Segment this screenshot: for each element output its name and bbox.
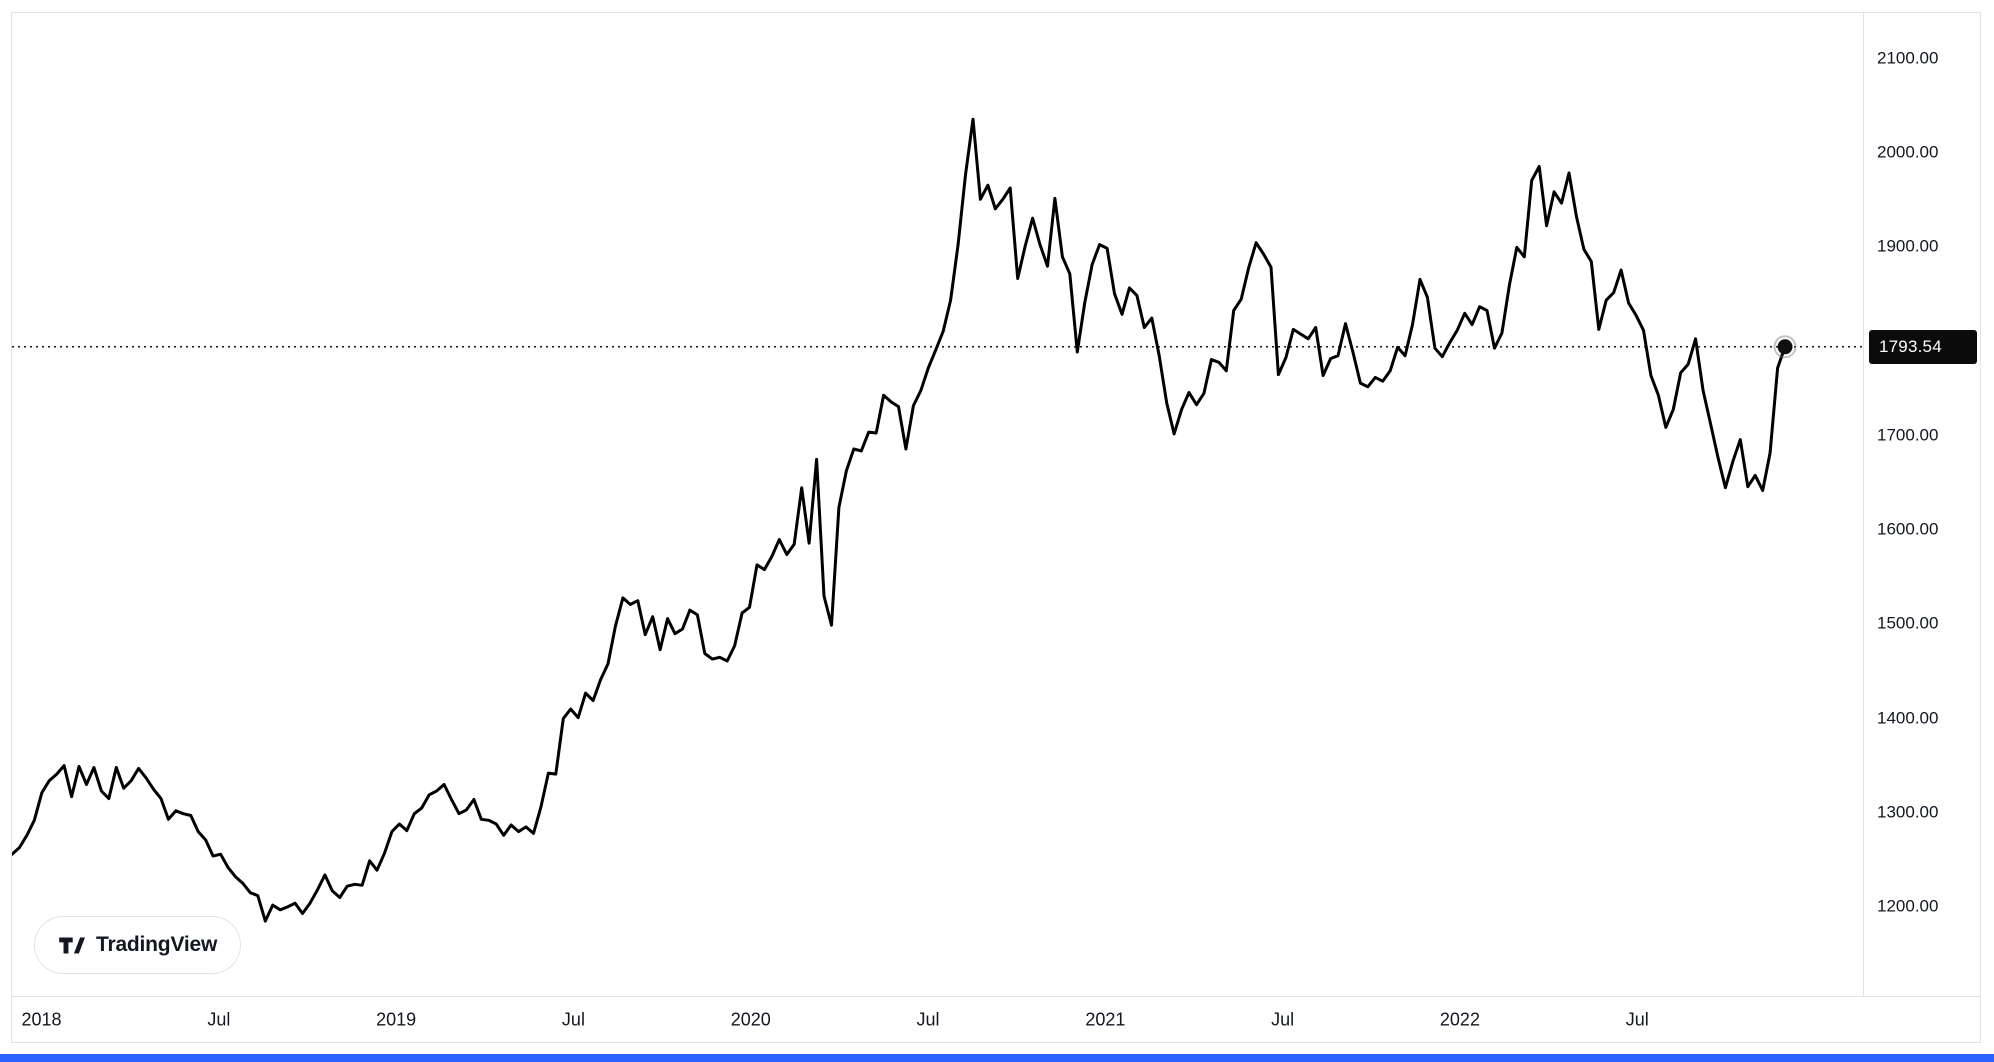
- time-tick-label: Jul: [561, 1009, 585, 1029]
- time-tick-label: 2022: [1439, 1009, 1480, 1029]
- time-tick-label: 2018: [21, 1009, 62, 1029]
- time-tick-label: Jul: [207, 1009, 231, 1029]
- time-tick-label: 2019: [376, 1009, 417, 1029]
- price-tick-label: 1400.00: [1877, 708, 1939, 728]
- price-axis[interactable]: 1793.54 2100.00 2000.00 1900.00 1700.00 1600…: [1863, 13, 1980, 997]
- price-tick-label: 2100.00: [1877, 48, 1939, 68]
- price-chart-canvas[interactable]: [12, 13, 1865, 997]
- price-tick-label: 1900.00: [1877, 236, 1939, 256]
- current-price-dot-halo: [1773, 335, 1797, 359]
- price-tick-label: 1200.00: [1877, 896, 1939, 916]
- tradingview-logo-icon: [58, 933, 85, 958]
- price-tick-label: 1500.00: [1877, 613, 1939, 633]
- price-series-path[interactable]: [12, 117, 1787, 923]
- price-tick-label: 1600.00: [1877, 519, 1939, 539]
- time-axis[interactable]: 2018 Jul 2019 Jul 2020 Jul 2021 Jul 2022 Jul: [12, 996, 1980, 1042]
- current-price-dot: [1777, 339, 1793, 355]
- price-tick-label: 2000.00: [1877, 142, 1939, 162]
- chart-widget: 1793.54 2100.00 2000.00 1900.00 1700.00 1600…: [11, 12, 1981, 1043]
- price-tick-label: 1300.00: [1877, 802, 1939, 822]
- time-tick-label: 2020: [730, 1009, 771, 1029]
- bottom-accent-bar: [0, 1054, 1994, 1062]
- tradingview-attribution[interactable]: TradingView: [34, 916, 242, 974]
- price-tick-label: 1700.00: [1877, 425, 1939, 445]
- time-tick-label: Jul: [916, 1009, 940, 1029]
- last-price-badge: 1793.54: [1869, 329, 1977, 364]
- tradingview-logo-text: TradingView: [96, 933, 218, 956]
- time-tick-label: Jul: [1271, 1009, 1295, 1029]
- time-tick-label: Jul: [1625, 1009, 1649, 1029]
- last-price-value: 1793.54: [1879, 336, 1942, 356]
- time-tick-label: 2021: [1085, 1009, 1126, 1029]
